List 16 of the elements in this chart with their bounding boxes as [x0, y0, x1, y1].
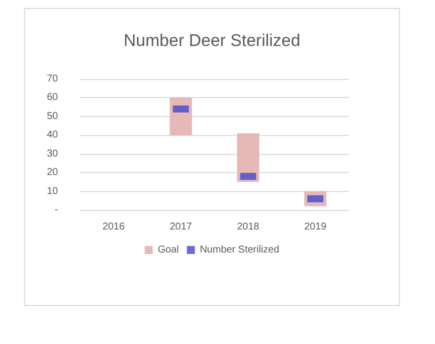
- y-tick-label: 70: [46, 74, 58, 84]
- y-tick-label: 30: [46, 148, 58, 160]
- y-tick-label: 10: [46, 186, 58, 197]
- y-tick-label: 40: [46, 130, 58, 141]
- legend-label: Number Sterilized: [200, 244, 280, 256]
- chart-title: Number Deer Sterilized: [124, 31, 300, 50]
- y-tick-label: 20: [46, 167, 58, 178]
- x-tick-label: 2016: [102, 222, 126, 232]
- x-tick-label: 2019: [304, 222, 327, 232]
- legend-label: Goal: [158, 244, 179, 256]
- y-tick-label: -: [54, 204, 58, 216]
- y-tick-label: 50: [46, 110, 58, 122]
- x-tick-label: 2018: [237, 222, 260, 232]
- x-tick-label: 2017: [170, 222, 192, 232]
- y-tick-label: 60: [46, 92, 58, 104]
- bar: [237, 133, 260, 182]
